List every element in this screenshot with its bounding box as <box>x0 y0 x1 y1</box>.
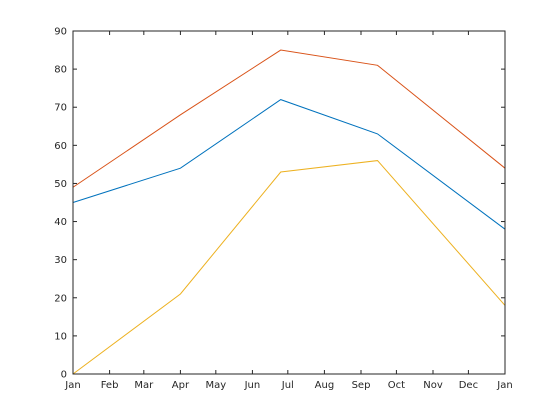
x-tick-label: Oct <box>388 380 405 391</box>
x-tick-label: Jan <box>496 380 512 391</box>
series-3 <box>72 160 506 375</box>
series-layer <box>72 49 506 375</box>
y-tick-label: 30 <box>54 255 67 266</box>
y-tick-label: 90 <box>54 27 67 38</box>
axes-box <box>72 30 506 375</box>
y-tick-label: 50 <box>54 179 67 190</box>
x-axis-ticks: Jan Feb Mar Apr May Jun Jul Aug Sep Oct Nov Dec Jan <box>64 31 513 391</box>
series-3-line <box>72 160 506 375</box>
y-tick-label: 60 <box>54 141 67 152</box>
x-tick-label: Nov <box>423 380 443 391</box>
x-tick-label: May <box>205 380 226 391</box>
x-tick-label: Dec <box>459 380 478 391</box>
y-tick-label: 20 <box>54 293 67 304</box>
x-tick-label: Sep <box>352 380 371 391</box>
y-axis-ticks: 0 10 20 30 40 50 60 70 80 90 <box>54 27 505 381</box>
y-tick-label: 10 <box>54 331 67 342</box>
series-2 <box>72 49 506 188</box>
y-tick-label: 0 <box>61 370 67 381</box>
series-1 <box>72 99 506 230</box>
series-1-line <box>72 99 506 230</box>
x-tick-label: Aug <box>315 380 335 391</box>
x-tick-label: Feb <box>101 380 119 391</box>
x-tick-label: Jun <box>244 380 261 391</box>
y-tick-label: 80 <box>54 65 67 76</box>
series-2-line <box>72 49 506 188</box>
y-tick-label: 70 <box>54 103 67 114</box>
y-tick-label: 40 <box>54 217 67 228</box>
x-tick-label: Mar <box>134 380 154 391</box>
x-tick-label: Apr <box>172 380 190 391</box>
axes <box>72 30 506 375</box>
x-tick-label: Jan <box>64 380 80 391</box>
plot-area <box>73 31 505 374</box>
plot-background <box>73 31 505 374</box>
x-tick-label: Jul <box>281 380 294 391</box>
